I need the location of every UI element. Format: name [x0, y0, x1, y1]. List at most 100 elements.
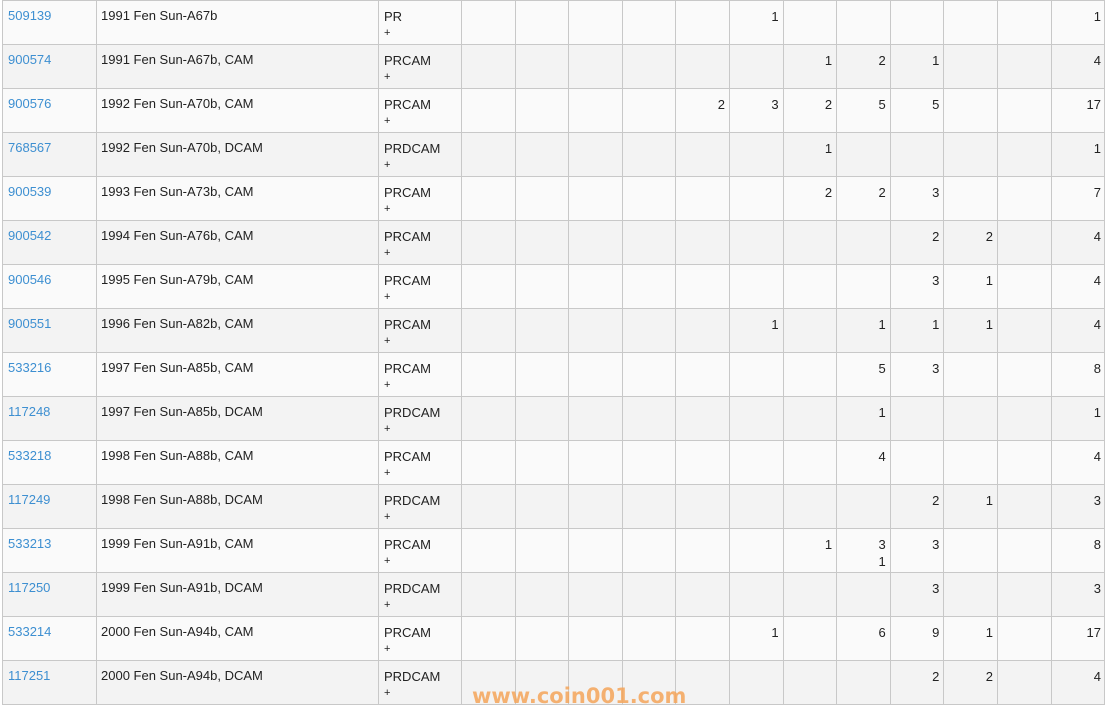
coin-id-link[interactable]: 533213 [8, 536, 52, 551]
count-cell [996, 132, 1052, 177]
count-cell: 3 [889, 528, 945, 573]
grade-label: PRDCAM [384, 405, 441, 420]
count-cell [461, 660, 516, 705]
coin-id-link[interactable]: 533218 [8, 448, 52, 463]
count-value [788, 668, 833, 685]
grade-label: PR [384, 9, 403, 24]
count-value [627, 536, 672, 553]
count-cell [568, 44, 623, 89]
id-cell: 900551 [2, 308, 97, 353]
count-value [734, 448, 779, 465]
count-value: 9 [932, 625, 940, 640]
count-cell [675, 352, 730, 397]
count-value [573, 184, 618, 201]
count-cell: 3 [889, 176, 945, 221]
count-cell: 2 [782, 176, 838, 221]
coin-id-link[interactable]: 117249 [8, 492, 51, 507]
count-value: 1 [771, 9, 779, 24]
count-value [948, 536, 993, 553]
id-cell: 117251 [2, 660, 97, 705]
plus-count-value [573, 421, 618, 438]
coin-id-link[interactable]: 117251 [8, 668, 51, 683]
count-value: 3 [771, 97, 779, 112]
coin-id-link[interactable]: 900576 [8, 96, 52, 111]
count-value [520, 360, 565, 377]
count-cell [461, 264, 516, 309]
count-cell: 4 [836, 440, 891, 485]
plus-count-value [1002, 377, 1047, 394]
count-cell [568, 616, 623, 661]
count-cell [568, 176, 623, 221]
coin-id-link[interactable]: 900546 [8, 272, 52, 287]
count-cell: 5 [836, 88, 891, 133]
plus-count-value [734, 421, 779, 438]
total-cell: 4 [1050, 440, 1106, 485]
count-value [734, 580, 779, 597]
count-cell: 3 [728, 88, 784, 133]
coin-id-link[interactable]: 900539 [8, 184, 52, 199]
coin-id-link[interactable]: 117248 [8, 404, 51, 419]
coin-id-link[interactable]: 900574 [8, 52, 52, 67]
count-value [734, 228, 779, 245]
count-cell [675, 440, 730, 485]
count-value [734, 360, 779, 377]
coin-id-link[interactable]: 900551 [8, 316, 52, 331]
id-cell: 900576 [2, 88, 97, 133]
count-value [788, 8, 833, 25]
coin-id-link[interactable]: 509139 [8, 8, 52, 23]
count-cell [568, 0, 623, 45]
count-value [895, 448, 940, 465]
plus-count-value [841, 421, 886, 438]
plus-count-value [627, 641, 672, 658]
plus-count-value [948, 553, 993, 570]
count-value [680, 316, 725, 333]
count-cell [621, 44, 677, 89]
table-row: 117249 1998 Fen Sun-A88b, DCAM PRDCAM +2 1 3 [2, 484, 1106, 529]
plus-count-value [734, 377, 779, 394]
count-value: 1 [878, 317, 886, 332]
coin-id-link[interactable]: 533216 [8, 360, 52, 375]
count-value: 1 [771, 625, 779, 640]
count-cell [728, 572, 784, 617]
count-value: 6 [878, 625, 886, 640]
count-cell: 1 [728, 616, 784, 661]
count-value [466, 272, 511, 289]
total-cell: 17 [1050, 616, 1106, 661]
plus-count-value [841, 289, 886, 306]
plus-label: + [384, 599, 391, 611]
plus-count-value [573, 245, 618, 262]
plus-label: + [384, 247, 391, 259]
plus-count-value [895, 465, 940, 482]
count-value: 5 [878, 361, 886, 376]
count-value [895, 8, 940, 25]
count-cell [514, 352, 570, 397]
count-cell [889, 396, 945, 441]
plus-count-value [841, 377, 886, 394]
count-cell [782, 264, 838, 309]
coin-id-link[interactable]: 117250 [8, 580, 51, 595]
count-value [627, 52, 672, 69]
plus-count-value [466, 245, 511, 262]
description-cell: 1991 Fen Sun-A67b, CAM [96, 44, 379, 89]
grade-cell: PRCAM + [378, 308, 462, 353]
count-value [520, 228, 565, 245]
coin-id-link[interactable]: 768567 [8, 140, 52, 155]
count-value [734, 52, 779, 69]
plus-count-value [627, 157, 672, 174]
count-cell [996, 528, 1052, 573]
description-cell: 1999 Fen Sun-A91b, DCAM [96, 572, 379, 617]
coin-id-link[interactable]: 900542 [8, 228, 52, 243]
plus-count-value [520, 465, 565, 482]
plus-count-value [1002, 685, 1047, 702]
count-cell [836, 132, 891, 177]
count-cell [996, 176, 1052, 221]
plus-count-value [466, 377, 511, 394]
count-value [1002, 96, 1047, 113]
count-value [573, 404, 618, 421]
coin-id-link[interactable]: 533214 [8, 624, 52, 639]
plus-count-value [788, 421, 833, 438]
grade-cell: PRCAM + [378, 352, 462, 397]
plus-count-value [573, 289, 618, 306]
plus-count-value [466, 465, 511, 482]
count-cell [675, 528, 730, 573]
